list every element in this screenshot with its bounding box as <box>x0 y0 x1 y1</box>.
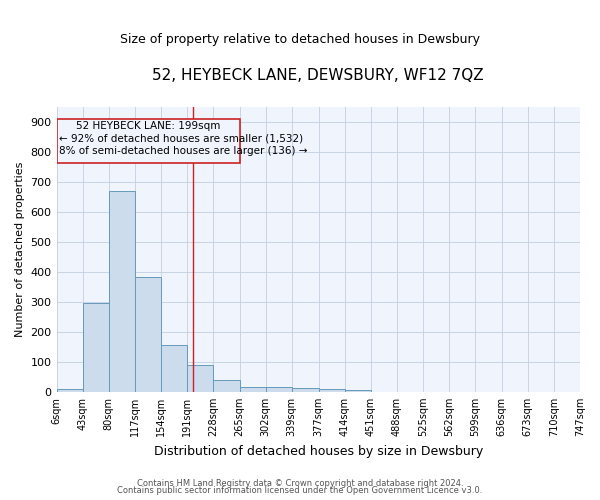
Text: 8% of semi-detached houses are larger (136) →: 8% of semi-detached houses are larger (1… <box>59 146 307 156</box>
X-axis label: Distribution of detached houses by size in Dewsbury: Distribution of detached houses by size … <box>154 444 483 458</box>
Text: Contains public sector information licensed under the Open Government Licence v3: Contains public sector information licen… <box>118 486 482 495</box>
Bar <box>266 386 292 392</box>
Text: ← 92% of detached houses are smaller (1,532): ← 92% of detached houses are smaller (1,… <box>59 134 303 144</box>
Bar <box>56 389 83 392</box>
Bar <box>161 346 187 392</box>
Text: Contains HM Land Registry data © Crown copyright and database right 2024.: Contains HM Land Registry data © Crown c… <box>137 478 463 488</box>
Bar <box>83 303 109 392</box>
Bar <box>345 390 371 392</box>
Bar <box>135 277 161 392</box>
Bar <box>109 190 135 392</box>
Bar <box>56 120 239 162</box>
Text: 52 HEYBECK LANE: 199sqm: 52 HEYBECK LANE: 199sqm <box>76 121 220 131</box>
Bar <box>292 388 319 392</box>
Bar <box>187 365 214 392</box>
Bar <box>214 380 239 392</box>
Title: 52, HEYBECK LANE, DEWSBURY, WF12 7QZ: 52, HEYBECK LANE, DEWSBURY, WF12 7QZ <box>152 68 484 82</box>
Y-axis label: Number of detached properties: Number of detached properties <box>15 162 25 337</box>
Bar <box>239 386 266 392</box>
Bar <box>319 390 345 392</box>
Text: Size of property relative to detached houses in Dewsbury: Size of property relative to detached ho… <box>120 32 480 46</box>
